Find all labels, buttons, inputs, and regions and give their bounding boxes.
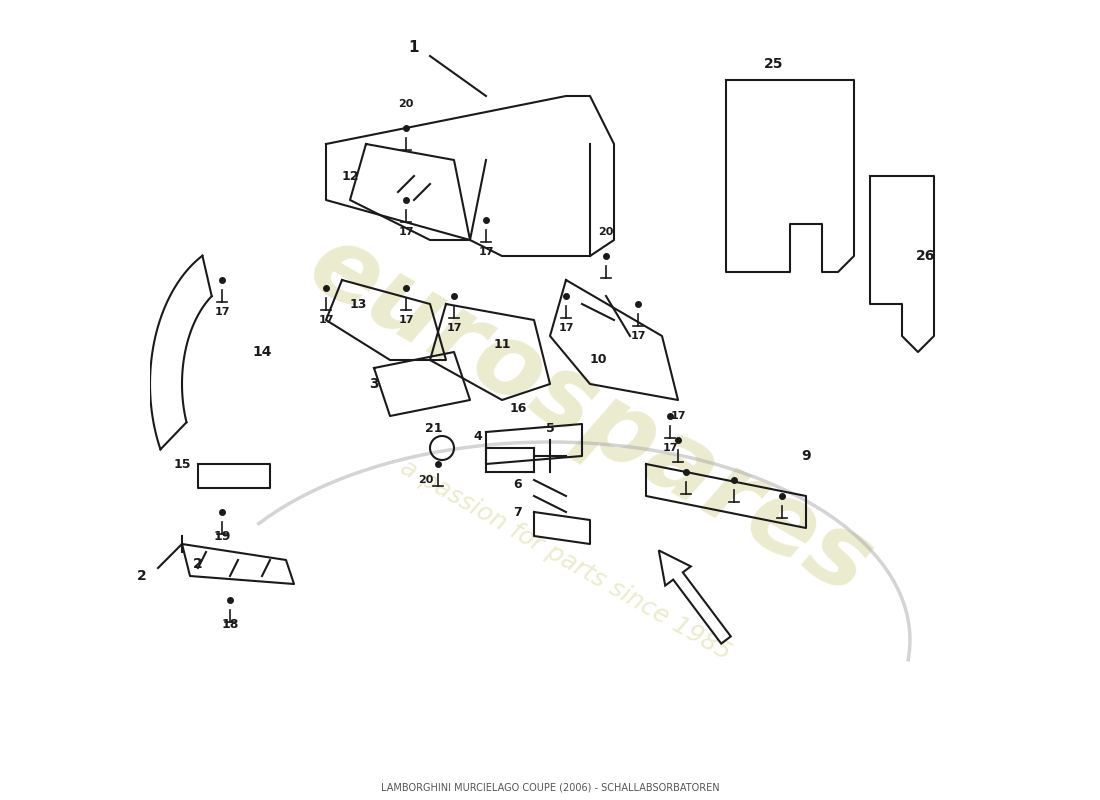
Text: 20: 20: [418, 475, 433, 485]
Text: 17: 17: [662, 443, 678, 453]
Text: LAMBORGHINI MURCIELAGO COUPE (2006) - SCHALLABSORBATOREN: LAMBORGHINI MURCIELAGO COUPE (2006) - SC…: [381, 782, 719, 792]
Text: 17: 17: [398, 315, 414, 325]
Text: 3: 3: [370, 377, 378, 391]
Text: a passion for parts since 1985: a passion for parts since 1985: [396, 455, 736, 665]
Text: eurospares: eurospares: [292, 216, 888, 616]
Text: 2: 2: [138, 569, 147, 583]
Text: 17: 17: [214, 307, 230, 317]
Text: 17: 17: [478, 247, 494, 257]
Text: 26: 26: [916, 249, 936, 263]
Text: 15: 15: [174, 458, 190, 470]
Text: 14: 14: [252, 345, 272, 359]
Text: 20: 20: [598, 227, 614, 237]
Text: 20: 20: [398, 99, 414, 109]
Text: 17: 17: [670, 411, 685, 421]
Text: 12: 12: [341, 170, 359, 182]
Text: 11: 11: [493, 338, 510, 350]
Text: 17: 17: [318, 315, 333, 325]
Text: 5: 5: [546, 422, 554, 434]
Text: 21: 21: [426, 422, 442, 434]
Text: 7: 7: [514, 506, 522, 518]
Text: 25: 25: [764, 57, 783, 71]
Text: 17: 17: [447, 323, 462, 333]
Text: 2: 2: [194, 557, 202, 571]
Text: 9: 9: [801, 449, 811, 463]
Text: 17: 17: [398, 227, 414, 237]
Text: 18: 18: [221, 618, 239, 630]
Text: 13: 13: [350, 298, 366, 310]
Text: 17: 17: [558, 323, 574, 333]
Text: 19: 19: [213, 530, 231, 542]
Text: 17: 17: [630, 331, 646, 341]
Text: 1: 1: [409, 41, 419, 55]
Text: 10: 10: [590, 354, 607, 366]
Text: 16: 16: [509, 402, 527, 414]
Text: 4: 4: [474, 430, 483, 442]
Text: 6: 6: [514, 478, 522, 490]
FancyArrow shape: [659, 550, 730, 643]
